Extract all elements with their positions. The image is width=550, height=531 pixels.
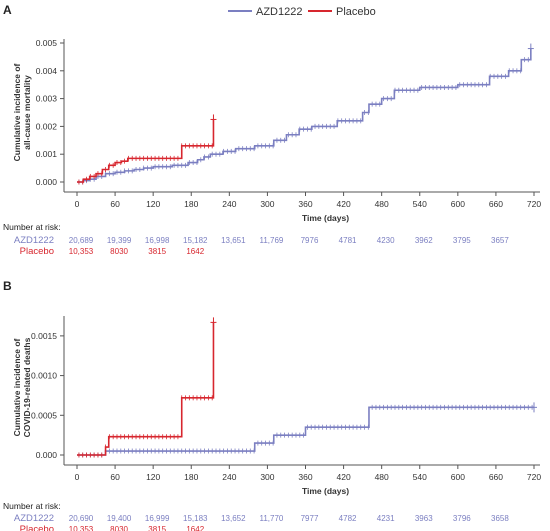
x-tick-label-5: 300 (260, 472, 274, 482)
risk-value: 10,353 (69, 247, 94, 256)
risk-value: 8030 (110, 525, 128, 531)
y-axis-label-line-1: COVID-19-related deaths (22, 337, 32, 437)
risk-value: 3796 (453, 514, 471, 523)
series-line-azd1222 (77, 406, 534, 456)
x-tick-label-8: 480 (375, 472, 389, 482)
panel-a: A 0 60 120 180 240 300 360 420 480 540 600 660 720 Tim… (3, 3, 541, 257)
risk-value: 20,689 (69, 236, 94, 245)
x-tick-label-9: 540 (413, 199, 427, 209)
legend-label-0: AZD1222 (256, 6, 302, 18)
y-tick-label-3: 0.0015 (31, 331, 57, 341)
x-tick-label-4: 240 (222, 472, 236, 482)
risk-row-label-placebo: Placebo (20, 524, 54, 531)
x-tick-label-6: 360 (298, 199, 312, 209)
x-tick-label-10: 600 (451, 472, 465, 482)
risk-value: 16,999 (145, 514, 170, 523)
y-tick-label-2: 0.0010 (31, 371, 57, 381)
x-tick-label-8: 480 (375, 199, 389, 209)
risk-value: 16,998 (145, 236, 170, 245)
y-tick-label-3: 0.003 (36, 94, 58, 104)
risk-value: 7976 (301, 236, 319, 245)
risk-value: 8030 (110, 247, 128, 256)
x-tick-label-4: 240 (222, 199, 236, 209)
x-axis-label: Time (days) (302, 486, 349, 496)
x-tick-label-3: 180 (184, 472, 198, 482)
x-tick-label-1: 60 (110, 199, 120, 209)
panel-label: A (3, 3, 12, 17)
risk-value: 3815 (148, 247, 166, 256)
risk-value: 3962 (415, 236, 433, 245)
risk-value: 3815 (148, 525, 166, 531)
censor-marks-placebo (78, 143, 213, 185)
x-tick-label-6: 360 (298, 472, 312, 482)
censor-marks-azd1222 (78, 57, 529, 185)
panel-b: B 0 60 120 180 240 300 360 420 480 540 600 660 720 Tim… (3, 279, 541, 531)
y-tick-label-5: 0.005 (36, 38, 58, 48)
legend-label-1: Placebo (336, 6, 376, 18)
risk-value: 10,353 (69, 525, 94, 531)
risk-value: 20,690 (69, 514, 94, 523)
risk-value: 11,770 (259, 514, 283, 523)
legend: AZD1222 Placebo (228, 6, 376, 18)
risk-value: 3963 (415, 514, 433, 523)
series-line-placebo (77, 119, 215, 183)
risk-value: 3795 (453, 236, 471, 245)
risk-value: 3657 (491, 236, 509, 245)
risk-row-label-azd1222: AZD1222 (14, 235, 54, 246)
x-axis-label: Time (days) (302, 213, 349, 223)
risk-value: 13,651 (221, 236, 246, 245)
censor-marks-azd1222 (78, 404, 533, 458)
y-axis-label: Cumulative incidence ofall-cause mortali… (12, 63, 32, 161)
y-tick-label-1: 0.001 (36, 149, 58, 159)
risk-value: 4230 (377, 236, 395, 245)
x-tick-label-12: 720 (527, 199, 541, 209)
y-axis-label: Cumulative incidence ofCOVID-19-related … (12, 337, 32, 437)
y-tick-label-0: 0.000 (36, 450, 58, 460)
x-tick-label-10: 600 (451, 199, 465, 209)
panel-label: B (3, 279, 12, 293)
risk-value: 4231 (377, 514, 395, 523)
risk-value: 15,182 (183, 236, 208, 245)
y-tick-label-2: 0.002 (36, 121, 58, 131)
risk-value: 3658 (491, 514, 509, 523)
y-tick-label-1: 0.0005 (31, 410, 57, 420)
x-tick-label-11: 660 (489, 472, 503, 482)
number-at-risk-label: Number at risk: (3, 501, 61, 511)
x-tick-label-9: 540 (413, 472, 427, 482)
x-tick-label-12: 720 (527, 472, 541, 482)
censor-marks-placebo (78, 395, 213, 458)
risk-value: 4782 (339, 514, 357, 523)
risk-value: 1642 (186, 525, 204, 531)
risk-value: 11,769 (259, 236, 283, 245)
x-tick-label-3: 180 (184, 199, 198, 209)
y-tick-label-0: 0.000 (36, 177, 58, 187)
risk-value: 4781 (339, 236, 357, 245)
y-axis-label-line-0: Cumulative incidence of (12, 338, 22, 436)
x-tick-label-0: 0 (75, 472, 80, 482)
series-line-azd1222 (77, 48, 532, 183)
x-tick-label-11: 660 (489, 199, 503, 209)
risk-value: 15,183 (183, 514, 208, 523)
y-tick-label-4: 0.004 (36, 66, 58, 76)
x-tick-label-1: 60 (110, 472, 120, 482)
series-line-placebo (77, 322, 215, 456)
number-at-risk-label: Number at risk: (3, 222, 61, 232)
risk-value: 7977 (301, 514, 319, 523)
risk-value: 19,399 (107, 236, 132, 245)
risk-row-label-azd1222: AZD1222 (14, 513, 54, 524)
risk-value: 19,400 (107, 514, 132, 523)
x-tick-label-0: 0 (75, 199, 80, 209)
risk-value: 1642 (186, 247, 204, 256)
x-tick-label-7: 420 (336, 199, 350, 209)
risk-value: 13,652 (221, 514, 246, 523)
risk-row-label-placebo: Placebo (20, 246, 54, 257)
x-tick-label-5: 300 (260, 199, 274, 209)
x-tick-label-2: 120 (146, 472, 160, 482)
y-axis-label-line-1: all-cause mortality (22, 75, 32, 150)
x-tick-label-2: 120 (146, 199, 160, 209)
y-axis-label-line-0: Cumulative incidence of (12, 63, 22, 161)
x-tick-label-7: 420 (336, 472, 350, 482)
